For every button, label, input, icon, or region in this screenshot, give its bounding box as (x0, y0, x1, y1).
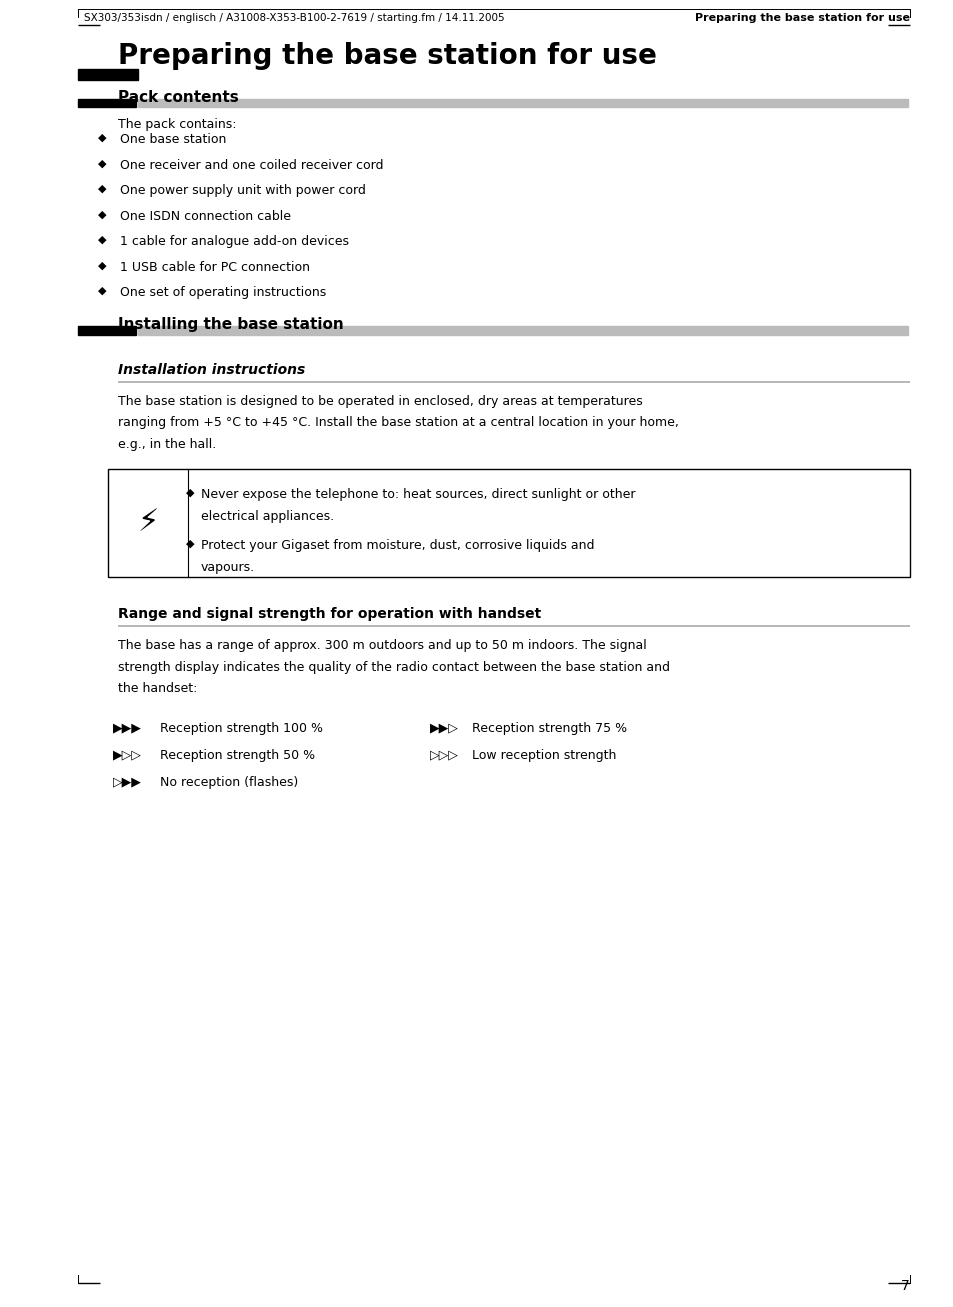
Text: vapours.: vapours. (201, 561, 254, 574)
Text: ▶▶▷: ▶▶▷ (430, 721, 458, 735)
Bar (78, 69, 138, 80)
Text: The pack contains:: The pack contains: (118, 118, 236, 131)
Text: ⚡: ⚡ (137, 508, 158, 537)
Text: ranging from +5 °C to +45 °C. Install the base station at a central location in : ranging from +5 °C to +45 °C. Install th… (118, 416, 679, 429)
Text: One power supply unit with power cord: One power supply unit with power cord (120, 184, 366, 197)
Text: ◆: ◆ (186, 538, 194, 549)
Text: No reception (flashes): No reception (flashes) (160, 775, 298, 788)
Text: Protect your Gigaset from moisture, dust, corrosive liquids and: Protect your Gigaset from moisture, dust… (201, 538, 594, 552)
Text: ◆: ◆ (98, 209, 107, 220)
Text: One base station: One base station (120, 133, 226, 146)
Text: One receiver and one coiled receiver cord: One receiver and one coiled receiver cor… (120, 158, 383, 171)
Text: The base station is designed to be operated in enclosed, dry areas at temperatur: The base station is designed to be opera… (118, 395, 642, 408)
Text: ◆: ◆ (98, 158, 107, 169)
Text: ▷▶▶: ▷▶▶ (112, 775, 142, 788)
Bar (78, 325, 136, 335)
Text: Reception strength 50 %: Reception strength 50 % (160, 749, 314, 762)
Text: Reception strength 75 %: Reception strength 75 % (472, 721, 626, 735)
Text: ▶▷▷: ▶▷▷ (112, 749, 142, 762)
Text: SX303/353isdn / englisch / A31008-X353-B100-2-7619 / starting.fm / 14.11.2005: SX303/353isdn / englisch / A31008-X353-B… (84, 13, 504, 24)
Bar (78, 98, 136, 107)
Text: Preparing the base station for use: Preparing the base station for use (118, 42, 657, 71)
Text: 7: 7 (901, 1280, 909, 1293)
Text: One ISDN connection cable: One ISDN connection cable (120, 209, 291, 222)
Text: e.g., in the hall.: e.g., in the hall. (118, 438, 216, 451)
Text: strength display indicates the quality of the radio contact between the base sta: strength display indicates the quality o… (118, 660, 669, 673)
Text: ▷▷▷: ▷▷▷ (430, 749, 458, 762)
Text: ◆: ◆ (186, 488, 194, 498)
Text: ◆: ◆ (98, 184, 107, 193)
Text: ◆: ◆ (98, 260, 107, 271)
Text: Never expose the telephone to: heat sources, direct sunlight or other: Never expose the telephone to: heat sour… (201, 488, 635, 501)
Text: ◆: ◆ (98, 133, 107, 142)
Text: ▶▶▶: ▶▶▶ (112, 721, 142, 735)
Text: Preparing the base station for use: Preparing the base station for use (695, 13, 909, 24)
Text: Pack contents: Pack contents (118, 90, 238, 105)
Text: Reception strength 100 %: Reception strength 100 % (160, 721, 323, 735)
Bar (138, 325, 907, 335)
Text: One set of operating instructions: One set of operating instructions (120, 286, 326, 299)
Text: The base has a range of approx. 300 m outdoors and up to 50 m indoors. The signa: The base has a range of approx. 300 m ou… (118, 639, 646, 652)
Bar (138, 98, 907, 107)
Text: 1 USB cable for PC connection: 1 USB cable for PC connection (120, 260, 310, 273)
Text: Installation instructions: Installation instructions (118, 362, 305, 376)
Text: ◆: ◆ (98, 286, 107, 295)
Text: Range and signal strength for operation with handset: Range and signal strength for operation … (118, 606, 540, 621)
Text: Low reception strength: Low reception strength (472, 749, 616, 762)
Text: Installing the base station: Installing the base station (118, 316, 343, 332)
Text: ◆: ◆ (98, 235, 107, 244)
Text: the handset:: the handset: (118, 682, 197, 695)
Text: 1 cable for analogue add-on devices: 1 cable for analogue add-on devices (120, 235, 349, 248)
Text: electrical appliances.: electrical appliances. (201, 510, 334, 523)
